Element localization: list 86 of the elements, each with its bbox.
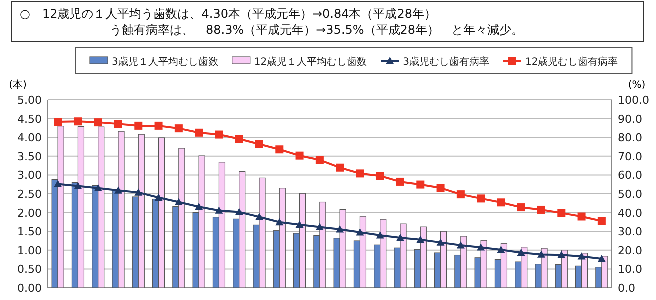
point <box>477 194 486 203</box>
y2-tick-label: 100.0 <box>618 94 650 107</box>
point <box>154 122 163 130</box>
y-tick-label: 3.50 <box>18 150 42 164</box>
y-tick-label: 1.00 <box>18 244 42 258</box>
point <box>456 190 465 199</box>
point <box>54 118 62 126</box>
point <box>578 252 586 260</box>
point <box>497 198 506 207</box>
legend-label: 3歳児１人平均むし歯数 <box>112 56 218 68</box>
point <box>195 128 204 137</box>
y2-tick-label: 50.0 <box>618 188 642 201</box>
point <box>316 223 324 230</box>
point <box>416 180 425 189</box>
point <box>497 246 506 254</box>
y-tick-label: 1.50 <box>18 226 42 239</box>
y-tick-label: 5.00 <box>18 94 42 107</box>
y-tick-label: 4.00 <box>18 132 42 145</box>
point <box>578 212 586 221</box>
point <box>195 202 204 210</box>
point <box>215 130 224 139</box>
point <box>296 152 304 160</box>
point <box>558 251 566 258</box>
y2-tick-label: 30.0 <box>618 226 642 239</box>
point <box>215 206 224 214</box>
point <box>154 194 163 201</box>
point <box>376 232 384 239</box>
y-tick-label: 3.00 <box>18 169 42 182</box>
y-tick-label: 2.50 <box>18 188 42 201</box>
text: ○ 12歳児の１人平均う歯数は、4.30本（平成元年）→0.84本（平成28年） <box>20 7 437 21</box>
point <box>74 118 82 126</box>
point <box>436 184 445 192</box>
point <box>134 122 143 130</box>
y-tick-label: 0.50 <box>18 263 42 276</box>
point <box>276 146 284 154</box>
point <box>256 213 264 220</box>
y2-tick-label: 90.0 <box>618 112 642 126</box>
point <box>558 209 566 218</box>
point <box>316 156 324 164</box>
point <box>517 248 526 256</box>
point <box>256 140 264 148</box>
y2-tick-label: 10.0 <box>618 263 642 276</box>
point <box>538 250 546 258</box>
point <box>114 186 122 194</box>
y2-tick-label: 60.0 <box>618 169 642 182</box>
point <box>456 242 465 249</box>
point <box>356 228 364 236</box>
point <box>416 236 425 244</box>
point <box>54 180 62 188</box>
y2-tick-label: 0.0 <box>618 282 636 295</box>
point <box>174 198 183 206</box>
legend-label: 12歳児１人平均むし歯数 <box>254 56 368 68</box>
point <box>356 170 364 178</box>
y-tick-label: 0.00 <box>18 282 42 295</box>
y2-tick-label: 40.0 <box>618 206 642 220</box>
point <box>296 220 304 228</box>
point <box>74 182 82 190</box>
y2-tick-label: 20.0 <box>618 244 642 258</box>
legend-label: 3歳児むし歯有病率 <box>403 56 490 68</box>
point <box>396 178 404 186</box>
point <box>598 217 606 226</box>
y2-tick-label: 80.0 <box>618 132 642 145</box>
point <box>94 184 102 192</box>
y-axis-title: (本) <box>9 79 27 91</box>
point <box>477 244 486 251</box>
point <box>436 238 445 246</box>
point <box>276 218 284 226</box>
point <box>336 226 344 233</box>
point <box>174 124 183 133</box>
point <box>517 204 526 212</box>
y-tick-label: 2.00 <box>18 206 42 220</box>
point <box>94 118 102 127</box>
y2-axis-title: (%) <box>628 80 646 91</box>
text: う蝕有病率は、 88.3%（平成元年）→35.5%（平成28年） と年々減少。 <box>110 23 524 37</box>
point <box>376 172 384 180</box>
legend-label: 12歳児むし歯有病率 <box>525 56 618 68</box>
point <box>336 164 344 172</box>
point <box>598 255 606 262</box>
point <box>114 120 122 128</box>
point <box>396 234 404 242</box>
y-tick-label: 4.50 <box>18 112 42 126</box>
point <box>134 188 143 196</box>
point <box>538 206 546 214</box>
point <box>235 208 244 216</box>
point <box>235 135 244 144</box>
y2-tick-label: 70.0 <box>618 150 642 164</box>
